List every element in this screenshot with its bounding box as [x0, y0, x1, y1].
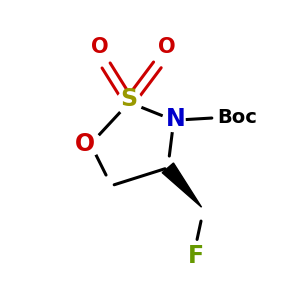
Circle shape [91, 46, 108, 64]
Text: Boc: Boc [218, 108, 258, 127]
Text: N: N [165, 107, 185, 131]
Text: O: O [91, 38, 108, 58]
Circle shape [79, 133, 102, 155]
Circle shape [163, 109, 185, 132]
Text: O: O [74, 132, 95, 156]
Text: F: F [188, 244, 204, 268]
Text: O: O [158, 38, 175, 58]
Circle shape [156, 46, 174, 64]
Circle shape [117, 90, 142, 115]
Circle shape [186, 242, 203, 260]
Polygon shape [162, 163, 202, 207]
Text: S: S [121, 88, 138, 112]
